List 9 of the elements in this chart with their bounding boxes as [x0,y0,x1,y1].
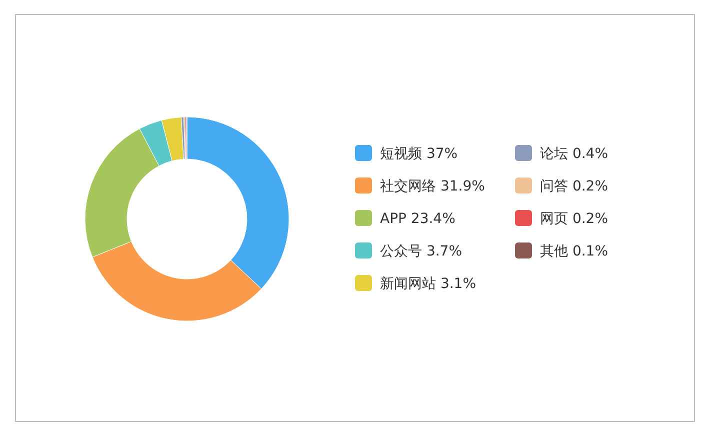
legend-label: 其他 0.1% [540,244,608,260]
legend-label: 新闻网站 3.1% [380,276,476,292]
legend-label: 问答 0.2% [540,178,608,194]
legend-label: 论坛 0.4% [540,146,608,162]
legend-label: 公众号 3.7% [380,244,462,260]
legend-label: 网页 0.2% [540,211,608,227]
legend-label: 社交网络 31.9% [380,178,485,194]
legend-label: 短视频 37% [380,146,458,162]
legend-label: APP 23.4% [380,211,456,227]
